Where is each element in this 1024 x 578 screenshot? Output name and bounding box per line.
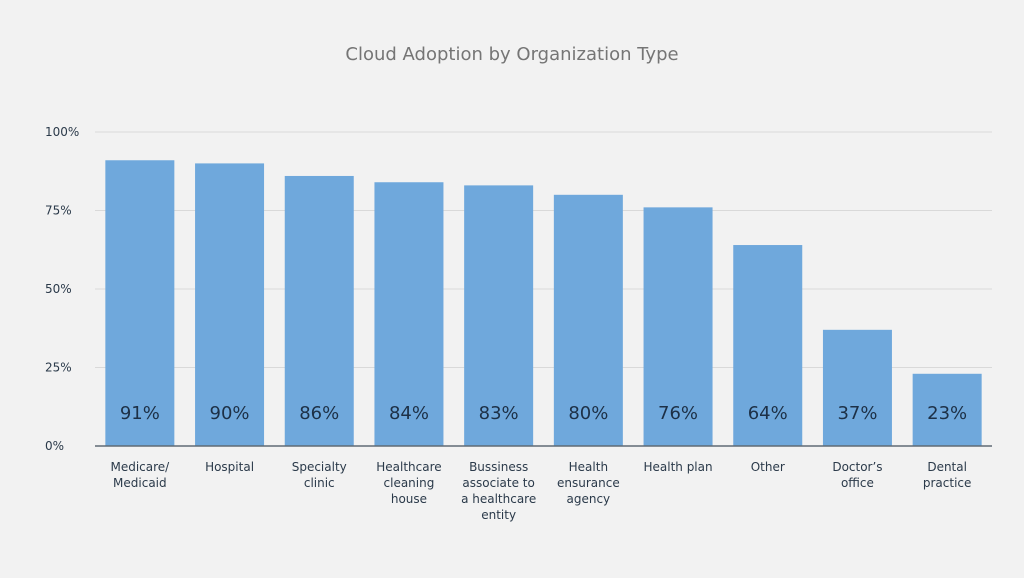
data-label: 84%	[389, 403, 429, 424]
x-category-label: Bussiness associate to a healthcare entity	[461, 460, 536, 522]
x-category-label-line: agency	[567, 492, 611, 506]
data-label: 83%	[479, 403, 519, 424]
x-category-label-line: practice	[923, 476, 972, 490]
x-category-label: Medicare/Medicaid	[110, 460, 170, 490]
x-category-label: Dental practice	[923, 460, 972, 490]
x-category-label-line: Dental	[927, 460, 967, 474]
x-category-label-line: Medicare/	[110, 460, 170, 474]
x-category-label-line: Specialty	[292, 460, 347, 474]
x-category-label: Specialty clinic	[292, 460, 347, 490]
x-category-label-line: ensurance	[557, 476, 620, 490]
x-category-label: Health plan	[643, 460, 712, 474]
data-label: 86%	[299, 403, 339, 424]
data-label: 80%	[568, 403, 608, 424]
bar	[912, 373, 982, 446]
bar	[733, 245, 803, 446]
x-category-label-line: office	[841, 476, 874, 490]
x-category-label-line: Doctor’s	[832, 460, 882, 474]
x-category-label-line: Medicaid	[113, 476, 167, 490]
y-tick-label: 0%	[45, 439, 64, 453]
bar	[553, 194, 623, 446]
bar	[464, 185, 534, 446]
bar	[643, 207, 713, 446]
y-tick-label: 25%	[45, 361, 72, 375]
x-category-label: Other	[751, 460, 785, 474]
x-category-label: Doctor’s office	[832, 460, 882, 490]
x-category-label-line: cleaning	[384, 476, 435, 490]
x-category-label: Healthcare cleaning house	[376, 460, 441, 506]
x-category-label: Health ensurance agency	[557, 460, 620, 506]
data-label: 23%	[927, 403, 967, 424]
data-label: 37%	[837, 403, 877, 424]
x-category-label-line: Bussiness	[469, 460, 528, 474]
x-category-label-line: Health	[569, 460, 608, 474]
bar	[374, 182, 444, 447]
data-label: 91%	[120, 403, 160, 424]
bar	[105, 160, 175, 446]
x-category-label-line: clinic	[304, 476, 335, 490]
bar	[195, 163, 265, 446]
data-label: 64%	[748, 403, 788, 424]
x-category-label-line: associate to	[462, 476, 534, 490]
bar	[822, 329, 892, 446]
x-category-label-line: entity	[481, 508, 516, 522]
chart-title: Cloud Adoption by Organization Type	[345, 44, 679, 65]
y-tick-label: 75%	[45, 204, 72, 218]
x-category-label-line: Other	[751, 460, 785, 474]
y-tick-label: 50%	[45, 282, 72, 296]
x-category-label: Hospital	[205, 460, 254, 474]
x-category-label-line: house	[391, 492, 427, 506]
x-category-label-line: a healthcare	[461, 492, 536, 506]
x-category-label-line: Hospital	[205, 460, 254, 474]
data-label: 76%	[658, 403, 698, 424]
x-category-label-line: Health plan	[643, 460, 712, 474]
bar	[284, 175, 354, 446]
x-category-label-line: Healthcare	[376, 460, 441, 474]
data-label: 90%	[210, 403, 250, 424]
y-tick-label: 100%	[45, 125, 79, 139]
